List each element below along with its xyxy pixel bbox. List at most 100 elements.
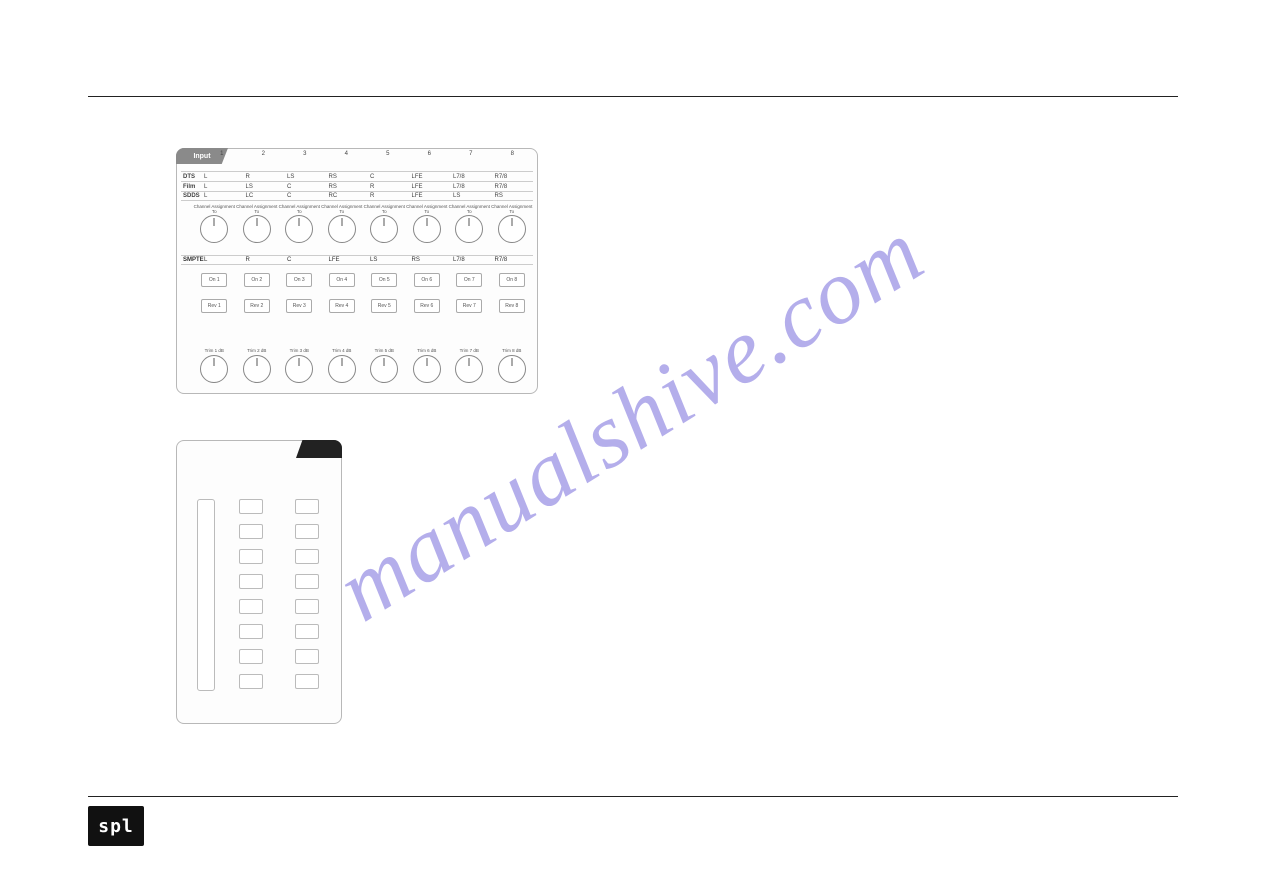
channel-num: 8 xyxy=(492,151,534,157)
trim-knob-label: Trim 7 dB xyxy=(448,349,491,354)
rev-button[interactable]: Rev 7 xyxy=(456,299,482,313)
assign-knob[interactable] xyxy=(285,215,313,243)
hotkey-button[interactable] xyxy=(239,524,263,539)
channel-num: 2 xyxy=(243,151,285,157)
assign-knob[interactable] xyxy=(200,215,228,243)
smpte-cell: L xyxy=(201,257,243,263)
assign-knob-label: Channel Assignment To xyxy=(448,205,491,214)
trim-knob[interactable] xyxy=(285,355,313,383)
assign-knob[interactable] xyxy=(498,215,526,243)
hotkey-button[interactable] xyxy=(239,549,263,564)
on-button[interactable]: On 6 xyxy=(414,273,440,287)
trim-knob[interactable] xyxy=(413,355,441,383)
assign-knob-label: Channel Assignment To xyxy=(363,205,406,214)
format-cell: RS xyxy=(326,174,368,180)
rev-button[interactable]: Rev 3 xyxy=(286,299,312,313)
assignment-knob-row: Channel Assignment To Channel Assignment… xyxy=(193,205,533,243)
hotkeys-panel xyxy=(176,440,342,724)
hotkey-button[interactable] xyxy=(239,599,263,614)
trim-knob[interactable] xyxy=(200,355,228,383)
hotkey-button[interactable] xyxy=(295,624,319,639)
trim-knob-label: Trim 3 dB xyxy=(278,349,321,354)
assign-knob-label: Channel Assignment To xyxy=(278,205,321,214)
on-button[interactable]: On 1 xyxy=(201,273,227,287)
page-top-rule xyxy=(88,96,1178,97)
hotkey-button[interactable] xyxy=(295,549,319,564)
hotkey-button[interactable] xyxy=(295,524,319,539)
trim-knob-label: Trim 8 dB xyxy=(491,349,534,354)
hotkey-button[interactable] xyxy=(295,674,319,689)
on-button[interactable]: On 3 xyxy=(286,273,312,287)
on-button[interactable]: On 8 xyxy=(499,273,525,287)
format-cell: LS xyxy=(450,193,492,199)
channel-num: 3 xyxy=(284,151,326,157)
trim-knob[interactable] xyxy=(455,355,483,383)
trim-knob[interactable] xyxy=(328,355,356,383)
format-cell: C xyxy=(367,174,409,180)
rev-button[interactable]: Rev 5 xyxy=(371,299,397,313)
format-cell: LFE xyxy=(409,174,451,180)
assign-knob[interactable] xyxy=(328,215,356,243)
on-button[interactable]: On 5 xyxy=(371,273,397,287)
trim-knob[interactable] xyxy=(370,355,398,383)
hotkey-button[interactable] xyxy=(295,649,319,664)
trim-knob-label: Trim 2 dB xyxy=(236,349,279,354)
rev-button[interactable]: Rev 2 xyxy=(244,299,270,313)
hotkey-button[interactable] xyxy=(239,649,263,664)
channel-number-row: 1 2 3 4 5 6 7 8 xyxy=(201,151,533,157)
assign-knob-label: Channel Assignment To xyxy=(406,205,449,214)
trim-knob-label: Trim 5 dB xyxy=(363,349,406,354)
hotkeys-corner xyxy=(296,440,342,458)
on-button[interactable]: On 7 xyxy=(456,273,482,287)
channel-num: 4 xyxy=(326,151,368,157)
channel-num: 6 xyxy=(409,151,451,157)
on-button-row: On 1 On 2 On 3 On 4 On 5 On 6 On 7 On 8 xyxy=(193,273,533,287)
hotkey-button[interactable] xyxy=(239,574,263,589)
assign-knob[interactable] xyxy=(413,215,441,243)
hotkeys-column-right xyxy=(295,499,323,689)
rev-button-row: Rev 1 Rev 2 Rev 3 Rev 4 Rev 5 Rev 6 Rev … xyxy=(193,299,533,313)
smpte-cell: R7/8 xyxy=(492,257,534,263)
on-button[interactable]: On 4 xyxy=(329,273,355,287)
channel-num: 7 xyxy=(450,151,492,157)
format-row-sdds: SDDS L LC C RC R LFE LS RS xyxy=(181,191,533,201)
assign-knob-label: Channel Assignment To xyxy=(236,205,279,214)
format-cell: LFE xyxy=(409,193,451,199)
rev-button[interactable]: Rev 1 xyxy=(201,299,227,313)
input-panel: Input 1 2 3 4 5 6 7 8 DTS L R LS RS C LF… xyxy=(176,148,538,394)
format-cell: C xyxy=(284,193,326,199)
hotkey-button[interactable] xyxy=(295,574,319,589)
hotkey-button[interactable] xyxy=(295,599,319,614)
hotkey-button[interactable] xyxy=(239,624,263,639)
format-row-film: Film L LS C RS R LFE L7/8 R7/8 xyxy=(181,181,533,191)
assign-knob[interactable] xyxy=(370,215,398,243)
format-cell: LS xyxy=(243,184,285,190)
format-cell: R7/8 xyxy=(492,184,534,190)
trim-knob[interactable] xyxy=(498,355,526,383)
format-cell: R xyxy=(367,193,409,199)
smpte-cell: L7/8 xyxy=(450,257,492,263)
hotkey-button[interactable] xyxy=(239,674,263,689)
format-cell: LC xyxy=(243,193,285,199)
hotkeys-fader[interactable] xyxy=(197,499,215,691)
page-bottom-rule xyxy=(88,796,1178,797)
rev-button[interactable]: Rev 6 xyxy=(414,299,440,313)
format-cell: L7/8 xyxy=(450,174,492,180)
format-cell: L xyxy=(201,174,243,180)
hotkey-button[interactable] xyxy=(295,499,319,514)
assign-knob-label: Channel Assignment To xyxy=(321,205,364,214)
smpte-cell: RS xyxy=(409,257,451,263)
trim-knob[interactable] xyxy=(243,355,271,383)
rev-button[interactable]: Rev 4 xyxy=(329,299,355,313)
smpte-cell: LS xyxy=(367,257,409,263)
format-rows: DTS L R LS RS C LFE L7/8 R7/8 Film L LS … xyxy=(181,171,533,201)
on-button[interactable]: On 2 xyxy=(244,273,270,287)
assign-knob[interactable] xyxy=(455,215,483,243)
format-label: SDDS xyxy=(181,193,201,199)
assign-knob[interactable] xyxy=(243,215,271,243)
format-cell: LS xyxy=(284,174,326,180)
rev-button[interactable]: Rev 8 xyxy=(499,299,525,313)
hotkey-button[interactable] xyxy=(239,499,263,514)
format-cell: L xyxy=(201,184,243,190)
smpte-label: SMPTE xyxy=(181,257,201,263)
